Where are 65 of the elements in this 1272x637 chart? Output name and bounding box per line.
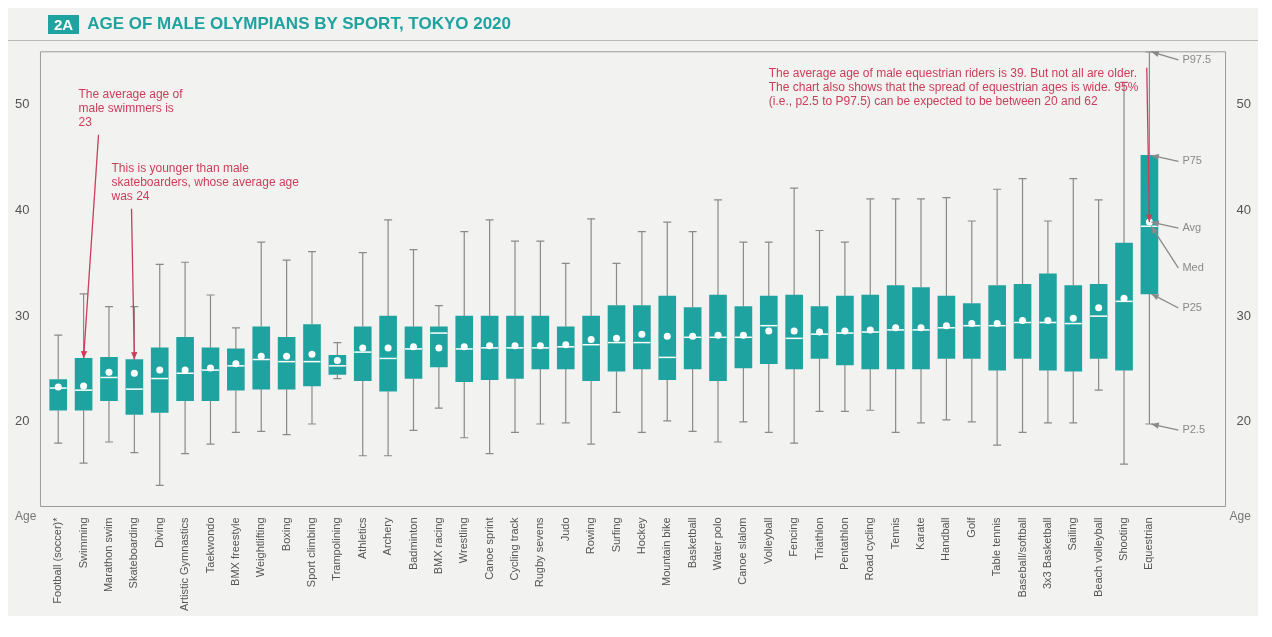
- x-tick-label: Skateboarding: [127, 517, 140, 589]
- x-tick-label: Shooting: [1117, 517, 1130, 561]
- y-axis-title: Age: [15, 508, 37, 523]
- x-tick-label: Karate: [914, 517, 927, 550]
- x-tick-label: Canoe slalom: [736, 517, 749, 585]
- annotation: P25: [1182, 301, 1202, 314]
- x-tick-label: Canoe sprint: [482, 517, 495, 580]
- x-tick-label: 3x3 Basketball: [1040, 517, 1053, 590]
- x-tick-label: Boxing: [279, 517, 292, 552]
- x-tick-label: Diving: [152, 517, 165, 549]
- text: 2A: [48, 14, 80, 34]
- x-tick-label: Volleyball: [761, 517, 774, 564]
- x-tick-label: Sport climbing: [305, 517, 318, 588]
- y2-axis-title: Age: [1229, 508, 1252, 523]
- y-tick-label: 20: [14, 413, 30, 429]
- y-tick-label: 40: [14, 201, 30, 217]
- x-tick-label: Beach volleyball: [1091, 517, 1104, 597]
- x-tick-label: Equestrian: [1142, 517, 1155, 571]
- x-tick-label: Hockey: [634, 517, 647, 555]
- chart-title: AGE OF MALE OLYMPIANS BY SPORT, TOKYO 2020: [87, 14, 512, 34]
- x-tick-label: BMX freestyle: [228, 517, 241, 586]
- x-tick-label: Water polo: [711, 517, 724, 571]
- x-tick-label: Sailing: [1066, 517, 1079, 551]
- x-tick-label: Fencing: [787, 517, 800, 557]
- x-tick-label: Road cycling: [863, 517, 876, 581]
- x-tick-label: Swimming: [76, 517, 89, 569]
- x-tick-label: Marathon swim: [102, 517, 115, 593]
- x-tick-label: Rugby sevens: [533, 517, 546, 588]
- x-tick-label: Athletics: [355, 517, 368, 560]
- y2-tick-label: 40: [1236, 201, 1252, 217]
- annotation: The average age of male swimmers is 23: [78, 87, 184, 130]
- y2-tick-label: 20: [1236, 413, 1252, 429]
- x-tick-label: Trampolining: [330, 517, 343, 581]
- x-tick-label: Wrestling: [457, 517, 470, 564]
- y2-tick-label: 50: [1236, 96, 1252, 112]
- annotation: This is younger than male skateboarders, whose average age was 24: [110, 161, 300, 204]
- x-tick-label: Rowing: [584, 517, 597, 555]
- annotation: Avg: [1182, 221, 1202, 234]
- x-tick-label: BMX racing: [431, 517, 444, 575]
- x-tick-label: Mountain bike: [660, 517, 673, 586]
- x-tick-label: Archery: [381, 517, 394, 556]
- x-tick-label: Golf: [964, 516, 977, 538]
- y-tick-label: 30: [14, 307, 30, 323]
- x-tick-label: Cycling track: [508, 517, 521, 581]
- y2-tick-label: 30: [1236, 307, 1252, 323]
- x-tick-label: Handball: [939, 517, 952, 561]
- annotation: The average age of male equestrian riders is 39. But not all are older. The chart also shows that the spread of equestrian ages is wide. 95% (i.e., p2.5 to P97.5) can be expected to be between 20 and 62: [768, 65, 1139, 108]
- x-tick-label: Pentathlon: [837, 517, 850, 571]
- annotation: P75: [1182, 154, 1202, 167]
- x-tick-label: Football (soccer)*: [51, 516, 64, 604]
- x-tick-label: Taekwondo: [203, 517, 216, 574]
- annotation: Med: [1182, 261, 1204, 274]
- x-tick-label: Surfing: [609, 517, 622, 553]
- x-tick-label: Judo: [558, 517, 571, 542]
- x-tick-label: Triathlon: [812, 517, 825, 560]
- x-tick-label: Tennis: [888, 516, 901, 550]
- annotation: P97.5: [1182, 52, 1212, 65]
- x-tick-label: Basketball: [685, 517, 698, 569]
- x-tick-label: Badminton: [406, 517, 419, 571]
- x-tick-label: Artistic Gymnastics: [178, 516, 191, 611]
- x-tick-label: Weightlifting: [254, 517, 267, 578]
- y-tick-label: 50: [14, 96, 30, 112]
- x-tick-label: Baseball/softball: [1015, 517, 1028, 598]
- x-tick-label: Table tennis: [990, 517, 1003, 577]
- annotation: P2.5: [1182, 423, 1206, 436]
